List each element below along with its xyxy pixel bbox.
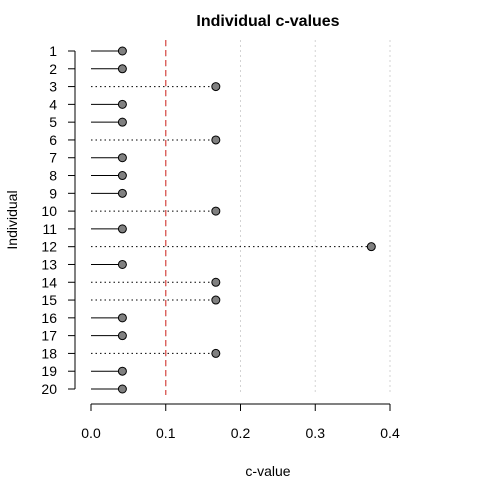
chart-title: Individual c-values — [196, 13, 339, 30]
y-tick-label: 10 — [41, 203, 57, 219]
point-12 — [366, 242, 376, 252]
stems — [91, 50, 372, 390]
point-16 — [117, 313, 127, 323]
point-4 — [117, 99, 127, 109]
y-tick-label: 16 — [41, 310, 57, 326]
point-11 — [117, 224, 127, 234]
y-tick-label: 19 — [41, 363, 57, 379]
y-tick-label: 14 — [41, 274, 57, 290]
point-7 — [117, 153, 127, 163]
y-tick-label: 7 — [49, 150, 57, 166]
x-tick-label: 0.0 — [81, 425, 101, 441]
point-9 — [117, 188, 127, 198]
x-axis: 0.0 0.1 0.2 0.3 0.4 — [81, 403, 400, 441]
x-tick-label: 0.2 — [231, 425, 251, 441]
y-tick-label: 18 — [41, 345, 57, 361]
y-tick-label: 12 — [41, 239, 57, 255]
grid-lines — [165, 40, 391, 395]
point-1 — [117, 46, 127, 56]
y-axis-label: Individual — [4, 190, 20, 249]
point-13 — [117, 259, 127, 269]
y-tick-label: 1 — [49, 43, 57, 59]
point-8 — [117, 171, 127, 181]
point-17 — [117, 331, 127, 341]
point-19 — [117, 366, 127, 376]
y-tick-label: 2 — [49, 61, 57, 77]
y-tick-label: 9 — [49, 185, 57, 201]
x-tick-label: 0.4 — [380, 425, 400, 441]
point-20 — [117, 384, 127, 394]
y-tick-label: 20 — [41, 381, 57, 397]
y-tick-label: 8 — [49, 168, 57, 184]
y-tick-label: 15 — [41, 292, 57, 308]
x-axis-label: c-value — [245, 463, 290, 479]
x-tick-label: 0.3 — [306, 425, 326, 441]
y-tick-label: 6 — [49, 132, 57, 148]
point-18 — [211, 348, 221, 358]
y-tick-label: 3 — [49, 79, 57, 95]
y-tick-label: 5 — [49, 114, 57, 130]
y-tick-label: 4 — [49, 96, 57, 112]
point-2 — [117, 64, 127, 74]
point-10 — [211, 206, 221, 216]
point-3 — [211, 82, 221, 92]
y-tick-label: 17 — [41, 328, 57, 344]
y-tick-label: 11 — [42, 221, 57, 237]
y-tick-label: 13 — [41, 256, 57, 272]
point-5 — [117, 117, 127, 127]
x-tick-label: 0.1 — [156, 425, 176, 441]
point-6 — [211, 135, 221, 145]
points — [117, 46, 376, 394]
point-14 — [211, 277, 221, 287]
point-15 — [211, 295, 221, 305]
